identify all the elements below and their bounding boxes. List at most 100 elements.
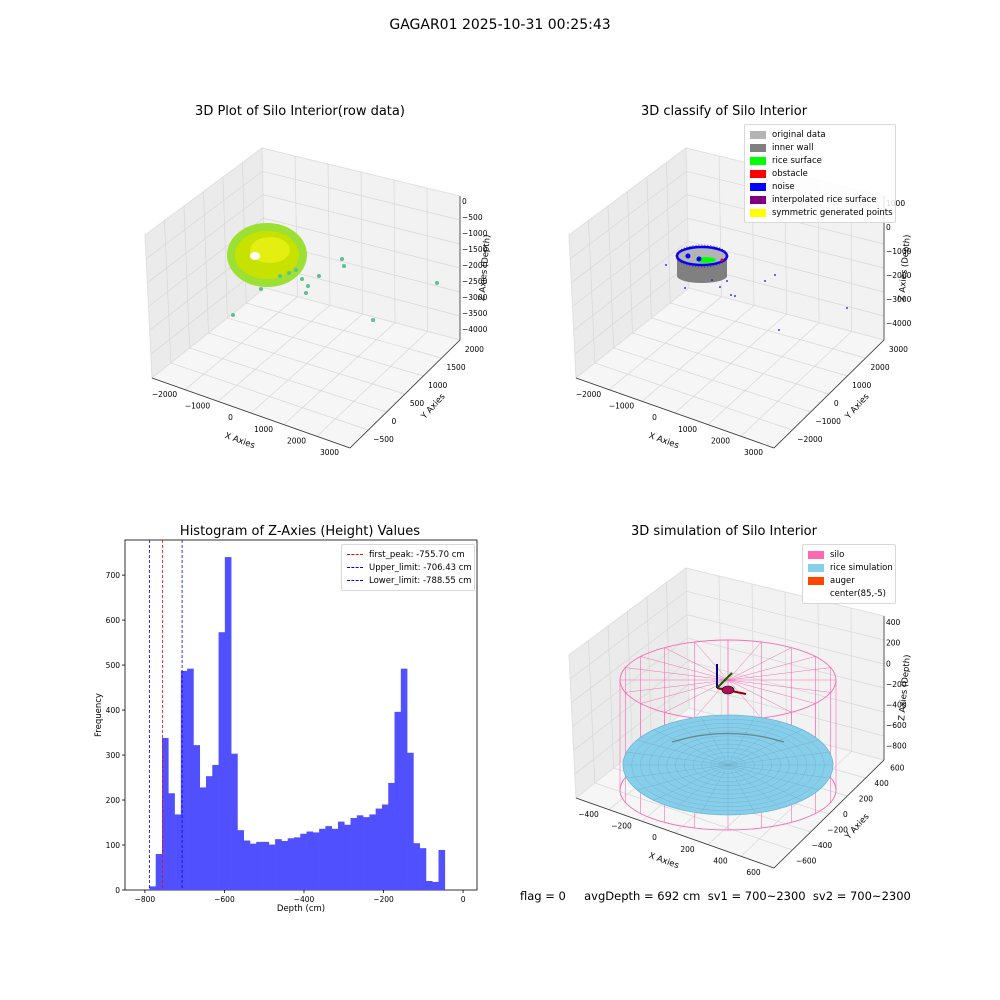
legend-entry: inner wall — [750, 141, 890, 154]
grid-line — [740, 187, 852, 437]
histogram-bar — [394, 711, 402, 890]
grid-line — [316, 187, 428, 437]
histogram-bar — [381, 804, 389, 890]
silo-roof-wire — [727, 679, 762, 719]
x-axis-line — [151, 377, 351, 449]
noise-cluster — [685, 253, 691, 259]
y-tick-label: 500 — [106, 661, 121, 670]
y-axis-title: Y Axies — [843, 391, 872, 422]
outlier-point — [435, 281, 439, 285]
histogram-bar — [438, 849, 446, 890]
y-axis-line — [773, 759, 885, 869]
rice-mesh-spoke — [626, 764, 729, 779]
y-tick-label: 0 — [843, 810, 848, 819]
z-tick-label: −500 — [462, 213, 483, 222]
x-tick-label: −400 — [294, 895, 315, 904]
inner-wall-base — [677, 269, 727, 283]
x-tick-label: 0 — [652, 413, 657, 422]
legend-swatch — [808, 576, 824, 585]
rice-mesh-spoke — [637, 739, 729, 766]
plot4-points — [619, 639, 837, 831]
y-tick-label: 700 — [106, 571, 121, 580]
x-tick-label: −800 — [135, 895, 156, 904]
noise-point — [846, 307, 848, 309]
x-axis-title: X Axies — [647, 431, 680, 451]
z-tick-label: 0 — [886, 659, 891, 668]
y-tick-label: 200 — [106, 796, 121, 805]
histogram-bar — [231, 753, 238, 890]
y-tick-label: 400 — [874, 779, 889, 788]
outlier-point — [294, 268, 298, 272]
legend-entry: original data — [750, 128, 890, 141]
histogram-axes — [122, 539, 478, 893]
histogram-bar — [300, 833, 307, 890]
z-tick-label: 400 — [886, 618, 901, 627]
rice-mesh-spoke — [653, 729, 729, 766]
outlier-point — [317, 274, 321, 278]
histogram-bar — [319, 828, 326, 890]
rice-mesh-spoke — [727, 751, 830, 766]
axis-y-arrow — [716, 672, 733, 689]
x-tick-label: 0 — [461, 895, 466, 904]
outlier-point — [231, 313, 235, 317]
rice-mesh-spoke — [700, 716, 729, 766]
z-tick-label: −4000 — [886, 319, 912, 328]
obstacle-point — [720, 258, 724, 262]
outlier-point — [306, 284, 310, 288]
legend-swatch — [808, 563, 824, 572]
x-axis-line — [575, 797, 775, 869]
z-tick-label: −2000 — [462, 261, 488, 270]
grid-line — [250, 171, 363, 414]
histogram-bar — [249, 843, 257, 890]
legend-entry: auger — [808, 574, 890, 587]
outlier-point — [287, 271, 291, 275]
y-tick-label: 2000 — [465, 345, 484, 354]
silo-roof-wire — [727, 647, 792, 681]
y-tick-label: −600 — [796, 856, 817, 865]
histogram-bar — [356, 815, 364, 890]
z-tick-label: 0 — [886, 223, 891, 232]
noise-point — [764, 280, 766, 282]
x-tick-label: 2000 — [287, 437, 306, 446]
x-tick-label: 3000 — [320, 448, 339, 457]
y-tick-label: 600 — [106, 616, 121, 625]
z-tick-label: −1000 — [462, 229, 488, 238]
surface-gap — [250, 252, 260, 260]
rice-mesh-spoke — [727, 721, 781, 766]
legend-entry: Upper_limit: -706.43 cm — [347, 561, 472, 574]
histogram-bar — [262, 841, 270, 890]
silo-roof-wire — [727, 679, 831, 693]
noise-point — [778, 329, 780, 331]
z-tick-label: −2500 — [462, 277, 488, 286]
legend-label: rice simulation — [830, 562, 893, 573]
outlier-point — [259, 287, 263, 291]
z-tick-label: −3000 — [462, 293, 488, 302]
silo-roof-wire — [694, 679, 729, 719]
legend-entry: symmetric generated points — [750, 206, 893, 219]
y-tick-label: −2000 — [797, 435, 823, 444]
rice-ridge — [671, 732, 785, 743]
plot2-points — [665, 244, 848, 331]
x-tick-label: 200 — [680, 845, 695, 854]
histogram-bar — [168, 793, 175, 890]
x-axis-title: X Axies — [647, 851, 680, 871]
z-tick-label: 0 — [462, 197, 467, 206]
x-tick-label: 0 — [652, 833, 657, 842]
silo-roof-wire — [694, 641, 729, 681]
grid-line — [707, 179, 820, 425]
x-tick-label: −400 — [578, 810, 599, 819]
y-tick-label: 0 — [115, 886, 120, 895]
plot1-title: 3D Plot of Silo Interior(row data) — [195, 104, 405, 119]
legend-line — [347, 554, 363, 555]
rice-mesh-spoke — [637, 764, 729, 791]
histogram-bar — [243, 840, 251, 890]
y-tick-label: 0 — [392, 417, 397, 426]
legend-label: inner wall — [772, 142, 814, 153]
x-tick-label: 0 — [228, 413, 233, 422]
z-tick-label: −200 — [886, 680, 907, 689]
legend-swatch — [750, 156, 766, 165]
x-tick-label: −600 — [214, 895, 235, 904]
rice-mesh-spoke — [700, 764, 729, 814]
plot2-title: 3D classify of Silo Interior — [640, 104, 808, 119]
